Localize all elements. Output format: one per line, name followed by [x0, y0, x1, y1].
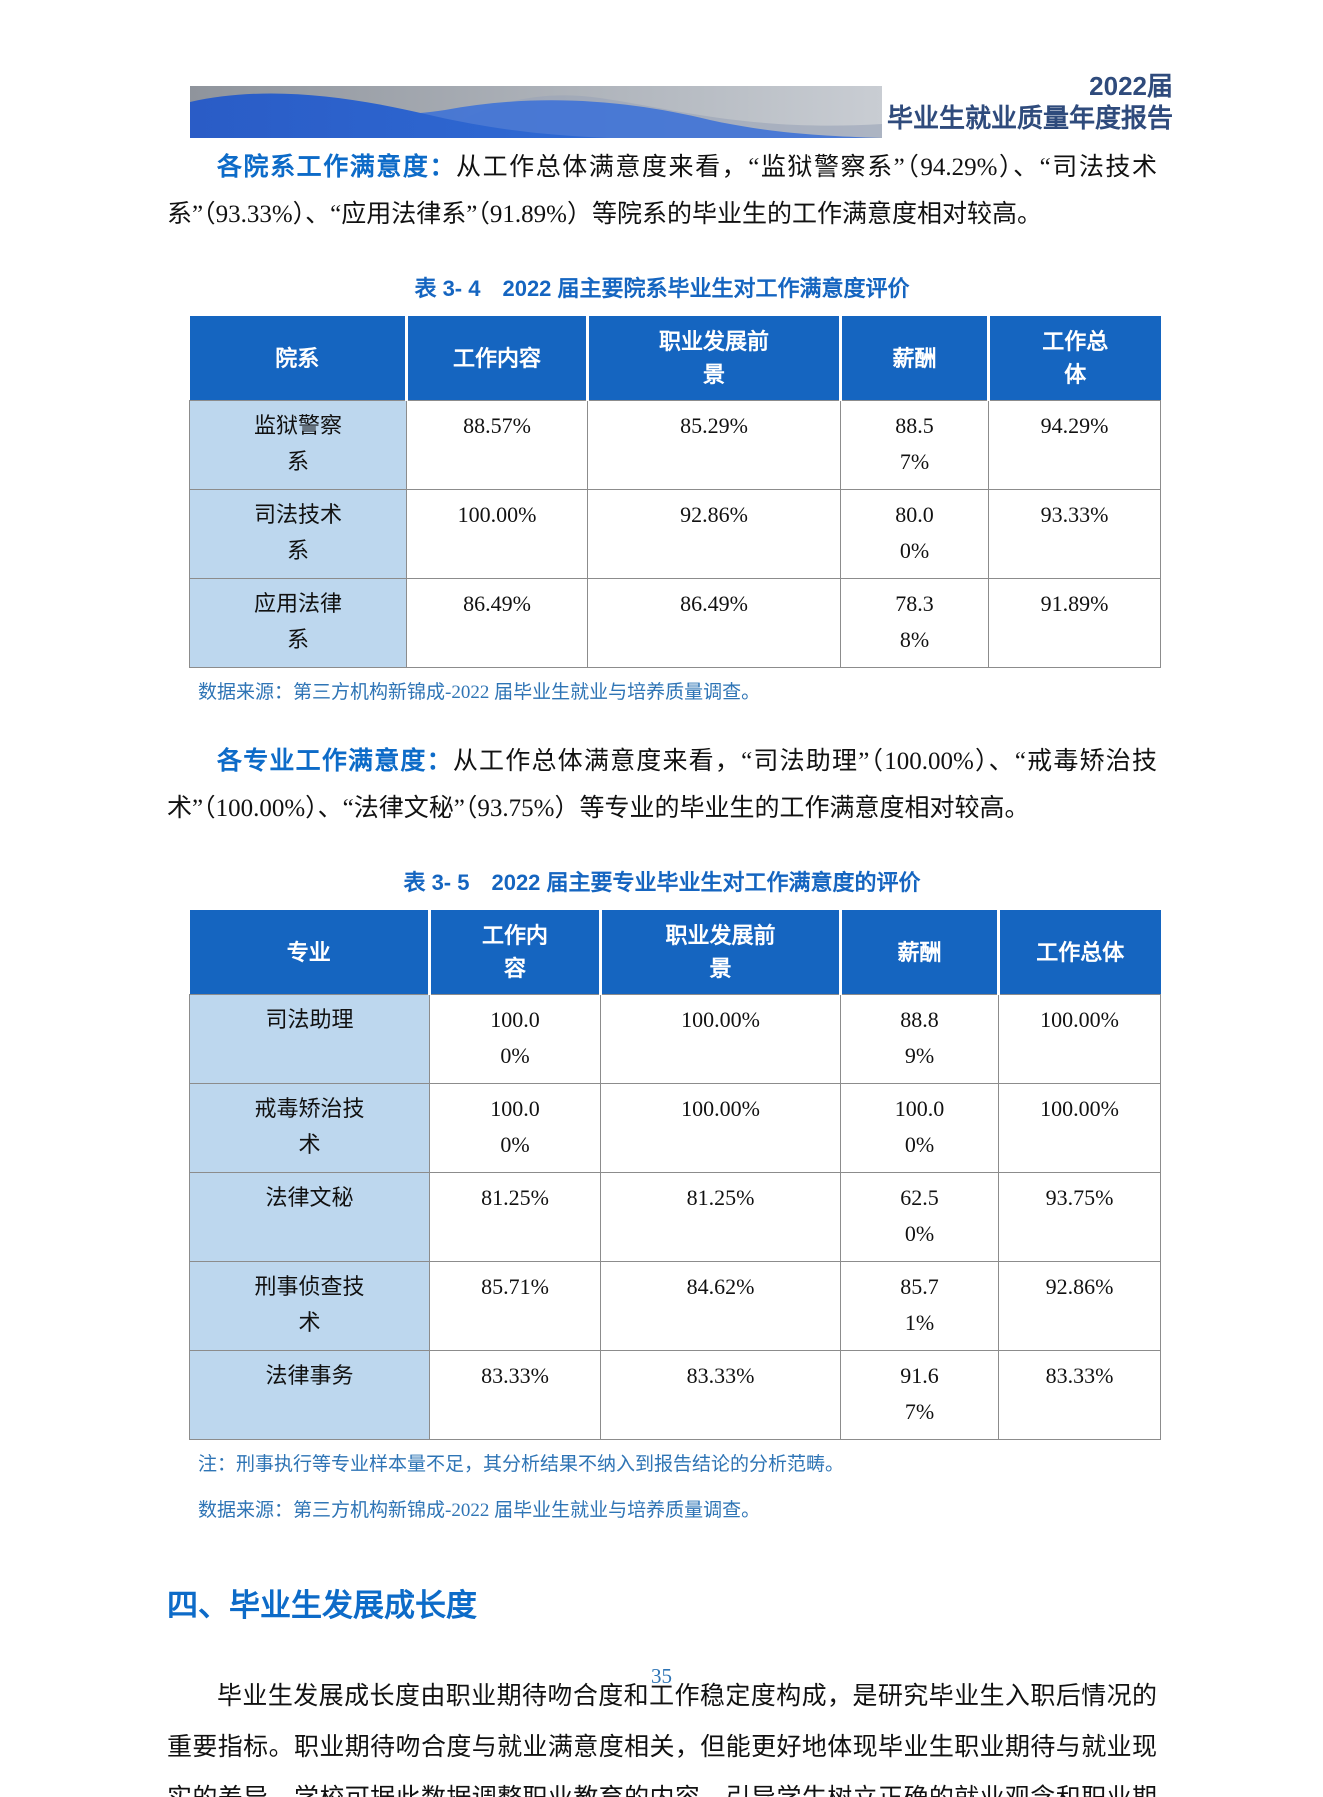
table1-source-note: 数据来源：第三方机构新锦成-2022 届毕业生就业与培养质量调查。 [198, 682, 761, 703]
column-header: 职业发展前景 [599, 910, 842, 995]
column-header: 专业 [189, 910, 431, 995]
data-cell: 100.00% [600, 1083, 841, 1174]
paragraph-lead: 各院系工作满意度： [217, 153, 457, 181]
report-header: 2022届 毕业生就业质量年度报告 [887, 70, 1173, 134]
paragraph-body: 从工作总体满意度来看，“监狱警察系”（94.29%）、“司法技术系”（93.33… [167, 154, 1157, 228]
data-cell: 100.00% [998, 1083, 1161, 1174]
data-cell: 88.89% [840, 994, 999, 1085]
paragraph-lead: 各专业工作满意度： [217, 747, 453, 776]
data-cell: 92.86% [998, 1261, 1161, 1352]
data-cell: 85.71% [840, 1261, 999, 1352]
row-header-cell: 法律文秘 [189, 1172, 430, 1263]
data-cell: 100.00% [600, 994, 841, 1085]
table-header-row: 专业 工作内容 职业发展前景 薪酬 工作总体 [189, 910, 1161, 995]
table1-title: 表 3- 4 2022 届主要院系毕业生对工作满意度评价 [414, 276, 910, 301]
column-header: 薪酬 [839, 910, 1000, 995]
table-header-row: 院系 工作内容 职业发展前景 薪酬 工作总体 [189, 316, 1161, 401]
data-cell: 91.67% [840, 1350, 999, 1441]
data-cell: 62.50% [840, 1172, 999, 1263]
data-cell: 80.00% [840, 489, 989, 579]
section-body-paragraph: 毕业生发展成长度由职业期待吻合度和工作稳定度构成，是研究毕业生入职后情况的重要指… [167, 1683, 1157, 1797]
data-cell: 84.62% [600, 1261, 841, 1352]
column-header: 工作内容 [428, 910, 602, 995]
table-row: 监狱警察系 88.57% 85.29% 88.57% 94.29% [189, 400, 1161, 490]
data-cell: 88.57% [840, 400, 989, 490]
data-cell: 88.57% [406, 400, 588, 490]
column-header: 院系 [189, 316, 408, 401]
paragraph-major-satisfaction: 各专业工作满意度：从工作总体满意度来看，“司法助理”（100.00%）、“戒毒矫… [167, 738, 1157, 832]
data-cell: 86.49% [587, 578, 841, 668]
section-heading: 四、毕业生发展成长度 [167, 1588, 477, 1624]
report-title: 毕业生就业质量年度报告 [886, 103, 1173, 133]
data-cell: 100.00% [840, 1083, 999, 1174]
table-row: 刑事侦查技术 85.71% 84.62% 85.71% 92.86% [189, 1261, 1161, 1352]
column-header: 工作总体 [987, 316, 1161, 401]
column-header: 薪酬 [839, 316, 990, 401]
data-cell: 92.86% [587, 489, 841, 579]
data-cell: 100.00% [406, 489, 588, 579]
table-row: 司法技术系 100.00% 92.86% 80.00% 93.33% [189, 489, 1161, 579]
data-cell: 100.00% [998, 994, 1161, 1085]
table-dept-satisfaction: 院系 工作内容 职业发展前景 薪酬 工作总体 监狱警察系 88.57% 85.29% 88.5… [189, 316, 1161, 668]
wave-graphic-icon [190, 86, 882, 138]
row-header-cell: 司法助理 [189, 994, 430, 1085]
report-year: 2022届 [1089, 71, 1173, 101]
table2-source-note: 数据来源：第三方机构新锦成-2022 届毕业生就业与培养质量调查。 [198, 1499, 761, 1521]
table-row: 应用法律系 86.49% 86.49% 78.38% 91.89% [189, 578, 1161, 668]
data-cell: 83.33% [998, 1350, 1161, 1441]
header-wave-banner-image [190, 86, 882, 138]
data-cell: 85.71% [429, 1261, 601, 1352]
paragraph-body: 从工作总体满意度来看，“司法助理”（100.00%）、“戒毒矫治技术”（100.… [167, 748, 1157, 823]
data-cell: 81.25% [600, 1172, 841, 1263]
column-header: 工作总体 [997, 910, 1161, 995]
data-cell: 83.33% [600, 1350, 841, 1441]
table2-title: 表 3- 5 2022 届主要专业毕业生对工作满意度的评价 [403, 870, 921, 896]
row-header-cell: 监狱警察系 [189, 400, 407, 490]
table2-note: 注：刑事执行等专业样本量不足，其分析结果不纳入到报告结论的分析范畴。 [198, 1454, 845, 1476]
row-header-cell: 刑事侦查技术 [189, 1261, 430, 1352]
table-row: 法律文秘 81.25% 81.25% 62.50% 93.75% [189, 1172, 1161, 1263]
data-cell: 83.33% [429, 1350, 601, 1441]
data-cell: 85.29% [587, 400, 841, 490]
data-cell: 81.25% [429, 1172, 601, 1263]
row-header-cell: 戒毒矫治技术 [189, 1083, 430, 1174]
row-header-cell: 应用法律系 [189, 578, 407, 668]
data-cell: 91.89% [988, 578, 1161, 668]
column-header: 职业发展前景 [586, 316, 842, 401]
paragraph-dept-satisfaction: 各院系工作满意度：从工作总体满意度来看，“监狱警察系”（94.29%）、“司法技… [167, 144, 1157, 238]
row-header-cell: 司法技术系 [189, 489, 407, 579]
data-cell: 93.75% [998, 1172, 1161, 1263]
table-major-satisfaction: 专业 工作内容 职业发展前景 薪酬 工作总体 司法助理 100.00% 100.00% 88.… [189, 910, 1161, 1441]
data-cell: 100.00% [429, 994, 601, 1085]
page-content: 各院系工作满意度：从工作总体满意度来看，“监狱警察系”（94.29%）、“司法技… [167, 144, 1161, 1797]
data-cell: 93.33% [988, 489, 1161, 579]
page-number: 35 [651, 1664, 672, 1688]
table-row: 司法助理 100.00% 100.00% 88.89% 100.00% [189, 994, 1161, 1085]
column-header: 工作内容 [405, 316, 589, 401]
data-cell: 86.49% [406, 578, 588, 668]
table-row: 法律事务 83.33% 83.33% 91.67% 83.33% [189, 1350, 1161, 1441]
table-row: 戒毒矫治技术 100.00% 100.00% 100.00% 100.00% [189, 1083, 1161, 1174]
row-header-cell: 法律事务 [189, 1350, 430, 1441]
data-cell: 78.38% [840, 578, 989, 668]
data-cell: 100.00% [429, 1083, 601, 1174]
data-cell: 94.29% [988, 400, 1161, 490]
